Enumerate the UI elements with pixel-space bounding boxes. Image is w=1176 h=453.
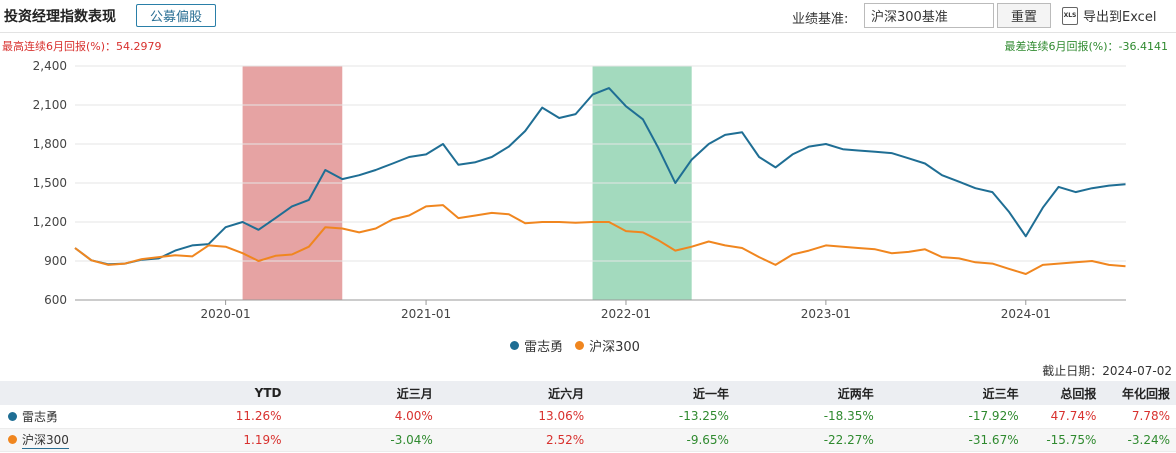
- return-cell: 47.74%: [1024, 405, 1103, 429]
- return-cell: 13.06%: [438, 405, 591, 429]
- return-cell: -18.35%: [734, 405, 880, 429]
- x-tick-label: 2020-01: [201, 307, 251, 321]
- row-name: 雷志勇: [8, 408, 210, 425]
- series-dot-icon: [8, 411, 17, 421]
- return-cell: -3.04%: [287, 428, 439, 452]
- table-header: 近三年: [879, 381, 1025, 405]
- return-cell: -9.65%: [590, 428, 735, 452]
- y-tick-label: 1,200: [33, 215, 67, 229]
- return-cell: -17.92%: [879, 405, 1025, 429]
- legend-label-manager: 雷志勇: [524, 340, 564, 355]
- as-of-date: 截止日期：2024-07-02: [1042, 364, 1172, 378]
- return-cell: 11.26%: [216, 405, 288, 429]
- return-cell: -15.75%: [1024, 428, 1103, 452]
- x-tick-label: 2022-01: [601, 307, 651, 321]
- chart-legend: 雷志勇 沪深300: [0, 336, 1150, 355]
- worst-6m-return: 最差连续6月回报(%)：-36.4141: [1004, 40, 1169, 53]
- table-header: YTD: [216, 381, 288, 405]
- row-name-cell: 雷志勇: [0, 405, 217, 429]
- return-cell: -3.24%: [1102, 428, 1176, 452]
- table-header: 总回报: [1024, 381, 1103, 405]
- excel-file-icon: XLS: [1062, 6, 1078, 25]
- return-cell: -13.25%: [590, 405, 735, 429]
- table-row: 沪深300 1.19% -3.04% 2.52% -9.65% -22.27% -31.67…: [0, 428, 1176, 452]
- equity-fund-tag-button[interactable]: 公募偏股: [136, 4, 216, 27]
- reset-button[interactable]: 重置: [997, 3, 1051, 28]
- row-name-cell: 沪深300: [0, 428, 217, 452]
- table-header: [0, 381, 217, 405]
- return-cell: 7.78%: [1102, 405, 1176, 429]
- table-header: 近三月: [287, 381, 439, 405]
- x-tick-label: 2023-01: [801, 307, 851, 321]
- x-tick-label: 2021-01: [401, 307, 451, 321]
- y-tick-label: 2,400: [33, 59, 67, 73]
- table-row: 雷志勇 11.26% 4.00% 13.06% -13.25% -18.35% -17.92…: [0, 405, 1176, 429]
- series-line-1: [74, 204, 1126, 275]
- index-line-chart: 600 900 1,200 1,500 1,800 2,100 2,400 2020-01 20…: [33, 59, 1126, 321]
- series-line-0: [74, 87, 1126, 266]
- x-tick-label: 2024-01: [1001, 307, 1051, 321]
- row-name[interactable]: 沪深300: [8, 431, 210, 449]
- series-dot-icon: [8, 435, 17, 444]
- benchmark-input[interactable]: [864, 3, 994, 28]
- y-tick-label: 900: [44, 254, 67, 268]
- header-divider: [0, 32, 1176, 33]
- y-tick-label: 600: [44, 293, 67, 307]
- table-header-row: YTD 近三月 近六月 近一年 近两年 近三年 总回报 年化回报: [0, 381, 1176, 405]
- legend-dot-icon: [575, 341, 585, 350]
- best-6m-return: 最高连续6月回报(%)：54.2979: [2, 40, 162, 53]
- legend-label-benchmark: 沪深300: [589, 340, 640, 355]
- return-cell: -22.27%: [734, 428, 880, 452]
- return-cell: 4.00%: [287, 405, 439, 429]
- returns-table: YTD 近三月 近六月 近一年 近两年 近三年 总回报 年化回报 雷志勇 11.2…: [0, 381, 1176, 452]
- legend-dot-icon: [510, 341, 520, 350]
- table-header: 近两年: [734, 381, 880, 405]
- table-header: 年化回报: [1102, 381, 1176, 405]
- legend-item-manager[interactable]: 雷志勇: [510, 336, 563, 355]
- return-cell: 2.52%: [438, 428, 591, 452]
- legend-item-benchmark[interactable]: 沪深300: [575, 336, 640, 355]
- page-title: 投资经理指数表现: [4, 9, 116, 25]
- table-header: 近一年: [590, 381, 735, 405]
- return-cell: -31.67%: [879, 428, 1025, 452]
- export-excel-button[interactable]: XLS 导出到Excel: [1062, 6, 1156, 25]
- benchmark-label: 业绩基准:: [792, 12, 849, 27]
- row-name-label[interactable]: 沪深300: [22, 432, 69, 449]
- export-excel-label: 导出到Excel: [1083, 10, 1157, 25]
- return-cell: 1.19%: [216, 428, 288, 452]
- y-tick-label: 1,800: [33, 137, 67, 151]
- row-name-label: 雷志勇: [22, 409, 59, 424]
- y-tick-label: 2,100: [33, 98, 67, 112]
- table-header: 近六月: [438, 381, 591, 405]
- y-tick-label: 1,500: [33, 176, 67, 190]
